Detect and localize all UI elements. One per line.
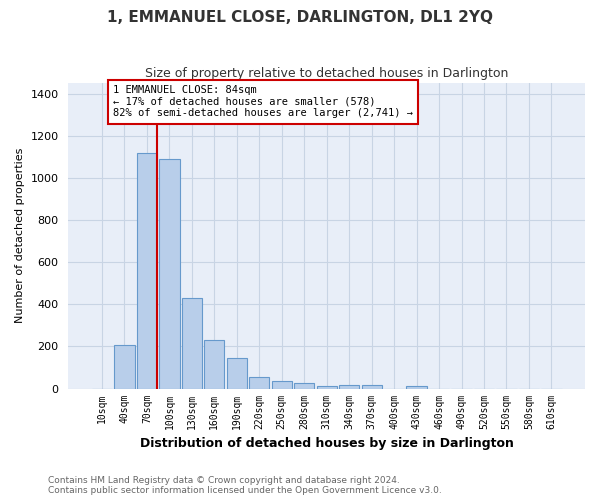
- Bar: [272, 380, 292, 388]
- Bar: [159, 159, 179, 388]
- Bar: [294, 384, 314, 388]
- Bar: [317, 386, 337, 388]
- Bar: [182, 298, 202, 388]
- Title: Size of property relative to detached houses in Darlington: Size of property relative to detached ho…: [145, 68, 508, 80]
- Bar: [115, 345, 134, 389]
- Bar: [249, 376, 269, 388]
- Y-axis label: Number of detached properties: Number of detached properties: [15, 148, 25, 324]
- Bar: [362, 386, 382, 388]
- Text: Contains HM Land Registry data © Crown copyright and database right 2024.
Contai: Contains HM Land Registry data © Crown c…: [48, 476, 442, 495]
- Bar: [137, 152, 157, 388]
- X-axis label: Distribution of detached houses by size in Darlington: Distribution of detached houses by size …: [140, 437, 514, 450]
- Text: 1 EMMANUEL CLOSE: 84sqm
← 17% of detached houses are smaller (578)
82% of semi-d: 1 EMMANUEL CLOSE: 84sqm ← 17% of detache…: [113, 85, 413, 118]
- Bar: [227, 358, 247, 388]
- Bar: [204, 340, 224, 388]
- Text: 1, EMMANUEL CLOSE, DARLINGTON, DL1 2YQ: 1, EMMANUEL CLOSE, DARLINGTON, DL1 2YQ: [107, 10, 493, 25]
- Bar: [406, 386, 427, 388]
- Bar: [339, 386, 359, 388]
